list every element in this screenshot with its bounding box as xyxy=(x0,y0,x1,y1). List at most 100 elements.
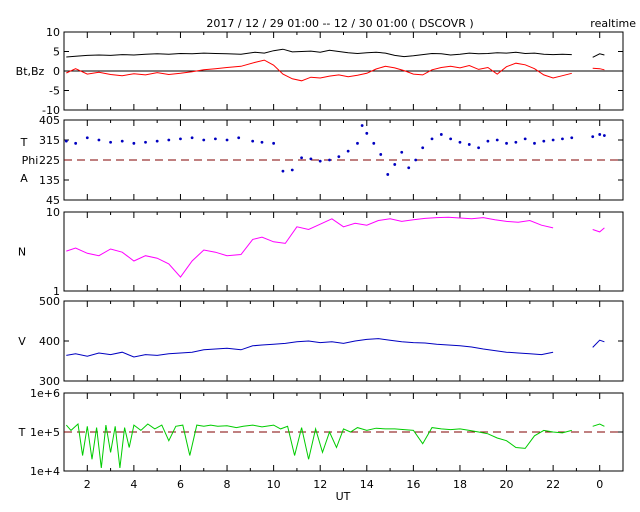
data-point xyxy=(155,139,159,143)
y-tick-label: 315 xyxy=(39,134,60,147)
y-tick-label: 500 xyxy=(39,295,60,308)
data-point xyxy=(251,139,255,143)
y-tick-label: 45 xyxy=(46,194,60,207)
data-point xyxy=(393,163,397,166)
y-tick-label: 1e+4 xyxy=(30,465,60,478)
data-point xyxy=(365,131,369,135)
x-axis-label: UT xyxy=(336,490,351,503)
x-tick-label: 18 xyxy=(453,478,467,491)
y-tick-label: 5 xyxy=(53,46,60,59)
y-tick-label: 400 xyxy=(39,335,60,348)
data-point xyxy=(400,150,404,154)
y-tick-label: 405 xyxy=(39,114,60,127)
data-point xyxy=(542,139,546,143)
data-point xyxy=(272,141,276,145)
y-tick-label: 10 xyxy=(46,26,60,39)
y-tick-label: 0 xyxy=(53,65,60,78)
y-axis-label: T xyxy=(20,136,28,149)
data-point xyxy=(179,137,182,141)
y-tick-label: 1e+5 xyxy=(30,426,60,439)
data-point xyxy=(290,168,294,172)
x-tick-label: 8 xyxy=(224,478,231,491)
data-point xyxy=(386,173,390,176)
data-point xyxy=(598,133,602,136)
y-axis-label: Bt,Bz xyxy=(16,65,45,78)
panel-frame xyxy=(63,300,624,382)
y-tick-label: 225 xyxy=(39,154,60,167)
data-point xyxy=(318,159,322,163)
data-point xyxy=(237,136,241,140)
data-point xyxy=(64,139,68,143)
data-point xyxy=(213,137,217,141)
y-axis-label: A xyxy=(20,172,28,185)
data-point xyxy=(260,140,264,144)
data-point xyxy=(356,141,359,145)
plot-title: 2017 / 12 / 29 01:00 -- 12 / 30 01:00 ( … xyxy=(206,17,473,30)
data-point xyxy=(523,137,527,141)
data-point xyxy=(167,138,171,142)
x-tick-label: 6 xyxy=(177,478,184,491)
data-point xyxy=(328,158,331,162)
data-point xyxy=(514,140,518,144)
data-point xyxy=(379,153,383,156)
y-axis-label: Phi xyxy=(22,154,39,167)
data-point xyxy=(281,169,285,173)
data-point xyxy=(190,136,194,140)
data-point xyxy=(505,141,508,145)
data-point xyxy=(74,141,78,145)
data-point xyxy=(551,138,555,142)
data-point xyxy=(591,135,595,139)
x-tick-label: 16 xyxy=(406,478,420,491)
data-point xyxy=(372,141,376,145)
series-line xyxy=(65,422,605,468)
data-point xyxy=(109,140,112,144)
series-line xyxy=(66,48,605,58)
y-tick-label: -5 xyxy=(49,85,60,98)
x-tick-label: 0 xyxy=(596,478,603,491)
data-point xyxy=(132,141,136,145)
data-point xyxy=(458,140,462,144)
data-point xyxy=(439,133,443,136)
x-tick-label: 12 xyxy=(313,478,327,491)
x-tick-label: 2 xyxy=(84,478,91,491)
series-line xyxy=(66,216,605,278)
y-axis-label: V xyxy=(18,335,26,348)
data-point xyxy=(449,137,453,141)
data-point xyxy=(414,158,418,162)
data-point xyxy=(97,138,101,142)
data-point xyxy=(561,137,564,141)
x-tick-label: 4 xyxy=(130,478,137,491)
y-axis-label: T xyxy=(18,426,26,439)
y-tick-label: 1e+6 xyxy=(30,387,60,400)
data-point xyxy=(309,157,313,161)
data-point xyxy=(430,137,434,141)
data-point xyxy=(120,139,124,143)
x-tick-label: 14 xyxy=(360,478,374,491)
data-point xyxy=(346,149,350,153)
data-point xyxy=(533,141,536,145)
data-point xyxy=(570,136,574,140)
x-tick-label: 20 xyxy=(500,478,514,491)
data-point xyxy=(337,155,341,159)
y-axis-label: N xyxy=(18,246,26,259)
data-point xyxy=(225,138,229,142)
data-point xyxy=(85,136,89,140)
y-tick-label: 300 xyxy=(39,375,60,388)
data-point xyxy=(202,138,206,142)
data-point xyxy=(360,124,364,127)
x-tick-label: 10 xyxy=(267,478,281,491)
series-line xyxy=(66,59,605,82)
data-point xyxy=(300,156,303,160)
series-line xyxy=(66,338,605,358)
x-tick-label: 22 xyxy=(546,478,560,491)
data-point xyxy=(144,140,147,144)
y-tick-label: -10 xyxy=(42,104,60,117)
data-point xyxy=(407,166,411,170)
y-tick-label: 135 xyxy=(39,174,60,187)
data-point xyxy=(467,143,471,146)
y-tick-label: 1 xyxy=(53,285,60,298)
realtime-tag: realtime xyxy=(590,17,636,30)
y-tick-label: 10 xyxy=(46,206,60,219)
data-point xyxy=(602,134,606,137)
